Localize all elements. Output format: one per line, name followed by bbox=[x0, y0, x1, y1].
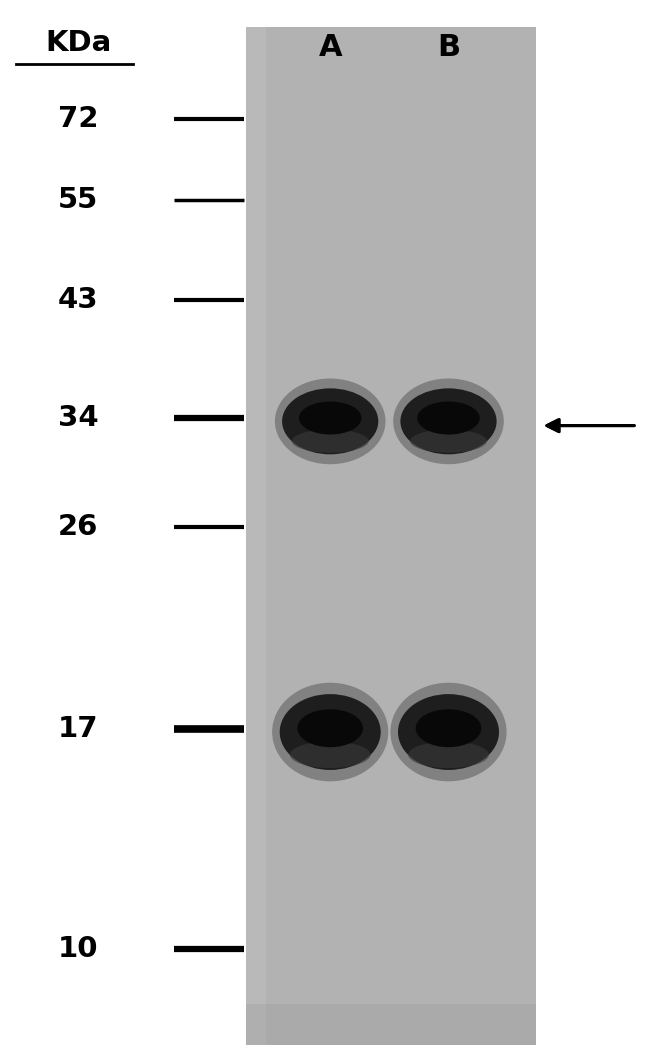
Text: 17: 17 bbox=[58, 715, 98, 743]
Ellipse shape bbox=[398, 694, 499, 770]
Text: 72: 72 bbox=[58, 105, 98, 133]
Ellipse shape bbox=[391, 683, 506, 781]
Ellipse shape bbox=[297, 710, 363, 747]
Ellipse shape bbox=[290, 742, 370, 768]
Ellipse shape bbox=[417, 401, 480, 434]
Ellipse shape bbox=[275, 379, 385, 464]
Text: KDa: KDa bbox=[45, 29, 111, 56]
Ellipse shape bbox=[410, 430, 487, 452]
Text: A: A bbox=[318, 33, 342, 63]
Ellipse shape bbox=[393, 379, 504, 464]
Ellipse shape bbox=[408, 742, 489, 768]
Bar bbox=[246, 1004, 536, 1045]
Text: 34: 34 bbox=[58, 404, 98, 432]
Ellipse shape bbox=[415, 710, 482, 747]
Text: B: B bbox=[437, 33, 460, 63]
Ellipse shape bbox=[282, 388, 378, 454]
Text: 26: 26 bbox=[58, 513, 98, 541]
Text: 10: 10 bbox=[58, 935, 98, 963]
Ellipse shape bbox=[400, 388, 497, 454]
Ellipse shape bbox=[299, 401, 361, 434]
Ellipse shape bbox=[292, 430, 369, 452]
Bar bbox=[246, 27, 266, 1045]
Ellipse shape bbox=[272, 683, 388, 781]
Text: 43: 43 bbox=[58, 286, 98, 314]
Bar bbox=[246, 27, 536, 1045]
Text: 55: 55 bbox=[58, 186, 98, 214]
Ellipse shape bbox=[280, 694, 381, 770]
